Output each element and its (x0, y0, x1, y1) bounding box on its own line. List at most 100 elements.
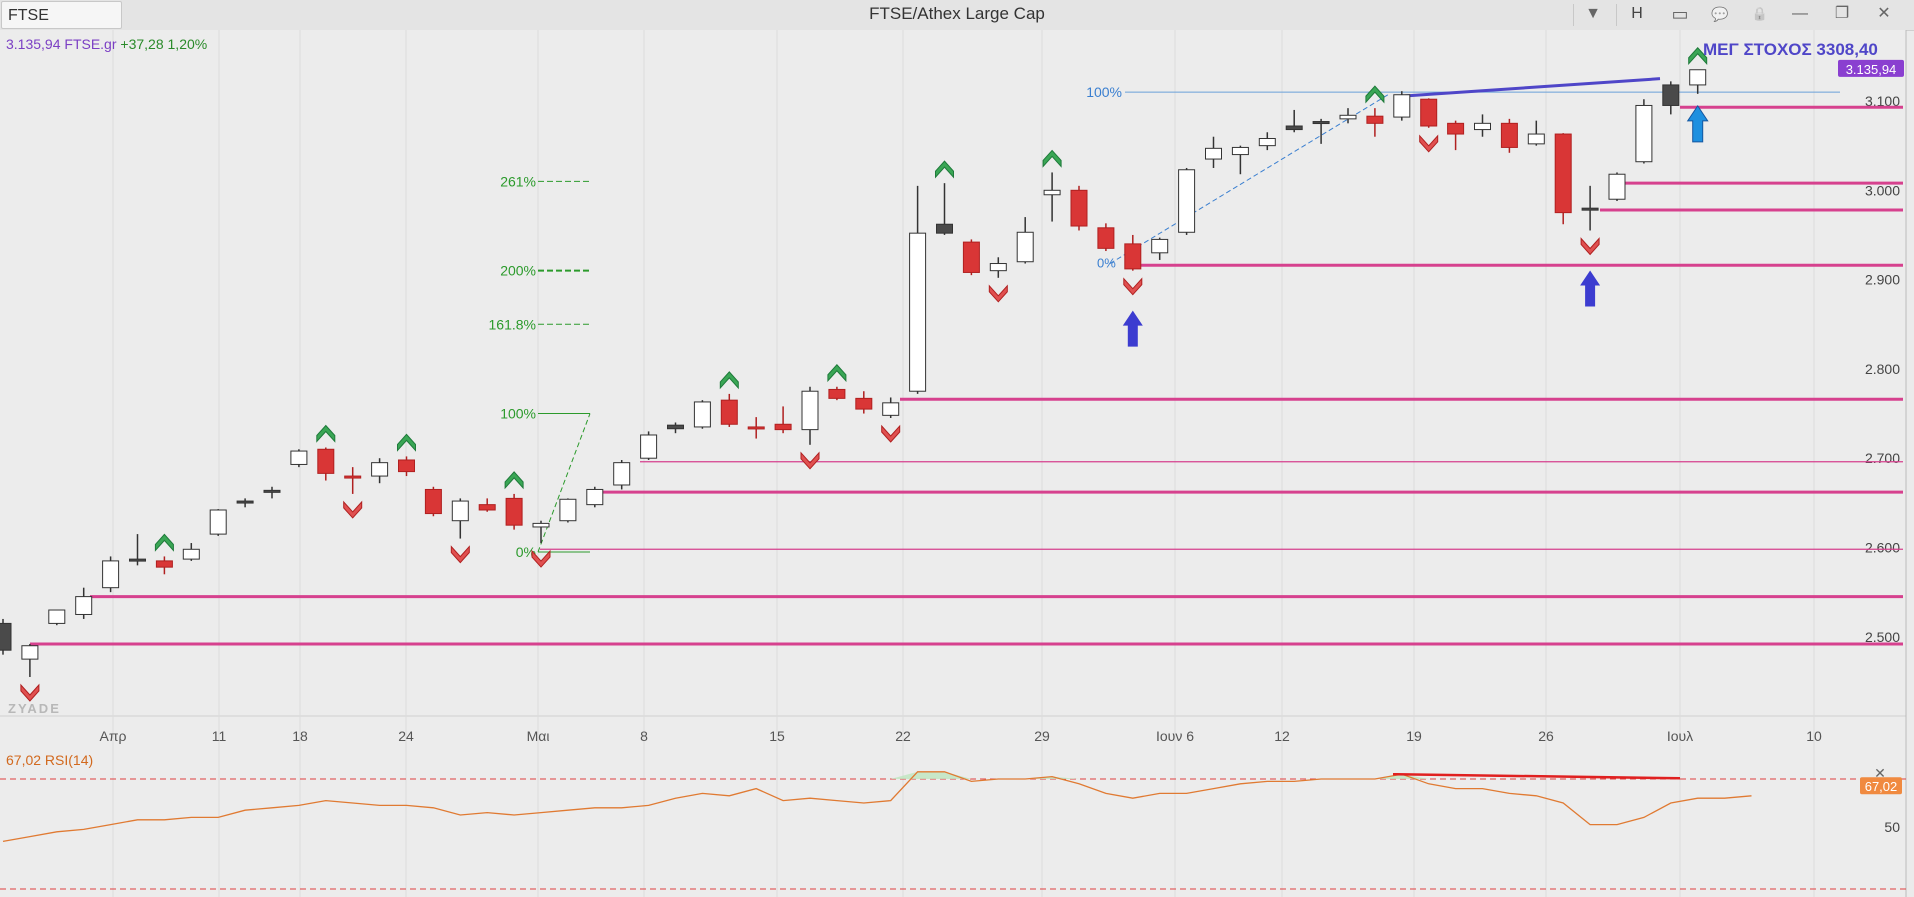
candle-body (774, 423, 792, 431)
rsi-close-icon[interactable]: ✕ (1874, 765, 1886, 781)
x-axis-tick: 10 (1806, 728, 1822, 744)
rsi-label: 67,02 RSI(14) (6, 752, 94, 768)
candle-body (801, 390, 819, 431)
candle-body (1447, 122, 1465, 135)
x-axis-tick: 29 (1034, 728, 1050, 744)
watermark: ZYADE (8, 701, 61, 716)
up-signal-icon (719, 371, 739, 390)
candle-body (48, 609, 66, 624)
ticker-name: FTSE.gr (64, 36, 117, 52)
candle-body (263, 489, 281, 493)
y-axis-tick: 2.800 (1865, 361, 1900, 377)
candle-body (290, 450, 308, 465)
candle-body (155, 560, 173, 568)
fib-level-label: 200% (500, 263, 536, 279)
buy-arrow-icon (1122, 310, 1143, 347)
candle-body (1339, 114, 1357, 120)
up-signal-icon (1688, 46, 1708, 66)
price-tag (1838, 59, 1904, 77)
candle-body (371, 462, 389, 477)
buy-arrow-icon (1580, 270, 1601, 307)
up-signal-icon (1042, 149, 1062, 168)
candle-body (0, 622, 12, 651)
candle-body (882, 402, 900, 416)
candle-body (586, 488, 604, 506)
up-signal-icon (827, 364, 847, 383)
down-signal-icon (800, 451, 820, 470)
candle-body (1070, 189, 1088, 227)
dropdown-chevron-icon[interactable]: ▼ (1585, 5, 1601, 22)
candle-body (667, 424, 684, 430)
toolbar-separator (1573, 4, 1574, 26)
ticker-info: 3.135,94 FTSE.gr +37,28 1,20% (6, 36, 207, 52)
toolbar-separator (1616, 4, 1617, 26)
price-chart[interactable]: Απρ 11 18 24 Μαι 8 15 22 29 Ιουν 6 12 19 26 Ιουλ 10 3.1… (0, 30, 1914, 897)
restore-icon[interactable]: ❐ (1834, 5, 1850, 22)
candle-body (559, 498, 577, 522)
candle-body (1689, 69, 1707, 86)
fib-level-label: 0% (516, 544, 536, 560)
down-signal-icon (881, 424, 901, 443)
candle-body (1662, 84, 1680, 106)
candle-body (1393, 94, 1411, 118)
x-axis-tick: 24 (398, 728, 414, 744)
up-signal-icon (316, 424, 336, 443)
fib-level-label: 161.8% (489, 316, 536, 332)
candle-body (1151, 238, 1169, 254)
candle-body (236, 500, 254, 504)
up-signal-icon (504, 471, 524, 490)
candle-body (1366, 115, 1384, 124)
rsi-axis-tick: 50 (1884, 819, 1900, 835)
rsi-value-text: 67,02 (1865, 779, 1898, 794)
candle-body (451, 500, 469, 522)
down-signal-icon (1580, 237, 1600, 256)
x-axis-tick: Μαι (527, 728, 550, 744)
down-signal-icon (988, 284, 1008, 303)
price-panel (0, 30, 1906, 716)
ticker-price: 3.135,94 (6, 36, 61, 52)
fib-right-swing-line (1109, 94, 1389, 264)
rsi-line (2, 771, 1752, 843)
candle-body (209, 509, 227, 535)
candle-body (1258, 138, 1276, 147)
candle-body (989, 263, 1007, 272)
candle-body (21, 645, 39, 660)
y-axis-tick: 2.900 (1865, 272, 1900, 288)
candle-body (1527, 133, 1545, 145)
candle-body (640, 434, 658, 459)
panel-icon[interactable]: ▭ (1671, 4, 1689, 24)
x-axis-tick: Ιουλ (1667, 728, 1693, 744)
candle-body (962, 241, 980, 273)
close-icon[interactable]: ✕ (1877, 5, 1891, 22)
rsi-panel (0, 716, 1906, 897)
candle-body (855, 397, 873, 410)
candle-body (1097, 227, 1115, 249)
fib-right-label: 100% (1086, 84, 1122, 100)
candle-body (1285, 125, 1303, 131)
candle-body (1312, 121, 1330, 125)
candle-body (1500, 122, 1518, 148)
x-axis-tick: 8 (640, 728, 648, 744)
candle-body (182, 548, 200, 560)
candle-body (317, 448, 335, 474)
h-button[interactable]: H (1631, 5, 1643, 22)
symbol-input[interactable]: FTSE (1, 1, 122, 29)
x-axis-tick: 15 (769, 728, 785, 744)
candle-body (532, 522, 550, 528)
candle-body (1581, 207, 1599, 211)
candle-body (75, 596, 93, 615)
ticker-pct: 1,20% (167, 36, 208, 52)
candle-body (1178, 169, 1196, 233)
window-toolbar: FTSE FTSE/Athex Large Cap ▼ H ▭ 💬 🔒 — ❐ … (0, 0, 1914, 31)
candle-body (909, 232, 927, 392)
comment-icon[interactable]: 💬 (1711, 6, 1729, 22)
candle-body (693, 401, 711, 428)
x-axis-tick: 12 (1274, 728, 1290, 744)
trend-line (1396, 77, 1661, 99)
minimize-icon[interactable]: — (1792, 5, 1808, 22)
fib-right-label: 0% (1097, 256, 1116, 271)
down-signal-icon (1123, 277, 1143, 296)
lock-icon[interactable]: 🔒 (1751, 6, 1769, 21)
candle-body (747, 426, 765, 430)
candle-body (613, 462, 631, 486)
